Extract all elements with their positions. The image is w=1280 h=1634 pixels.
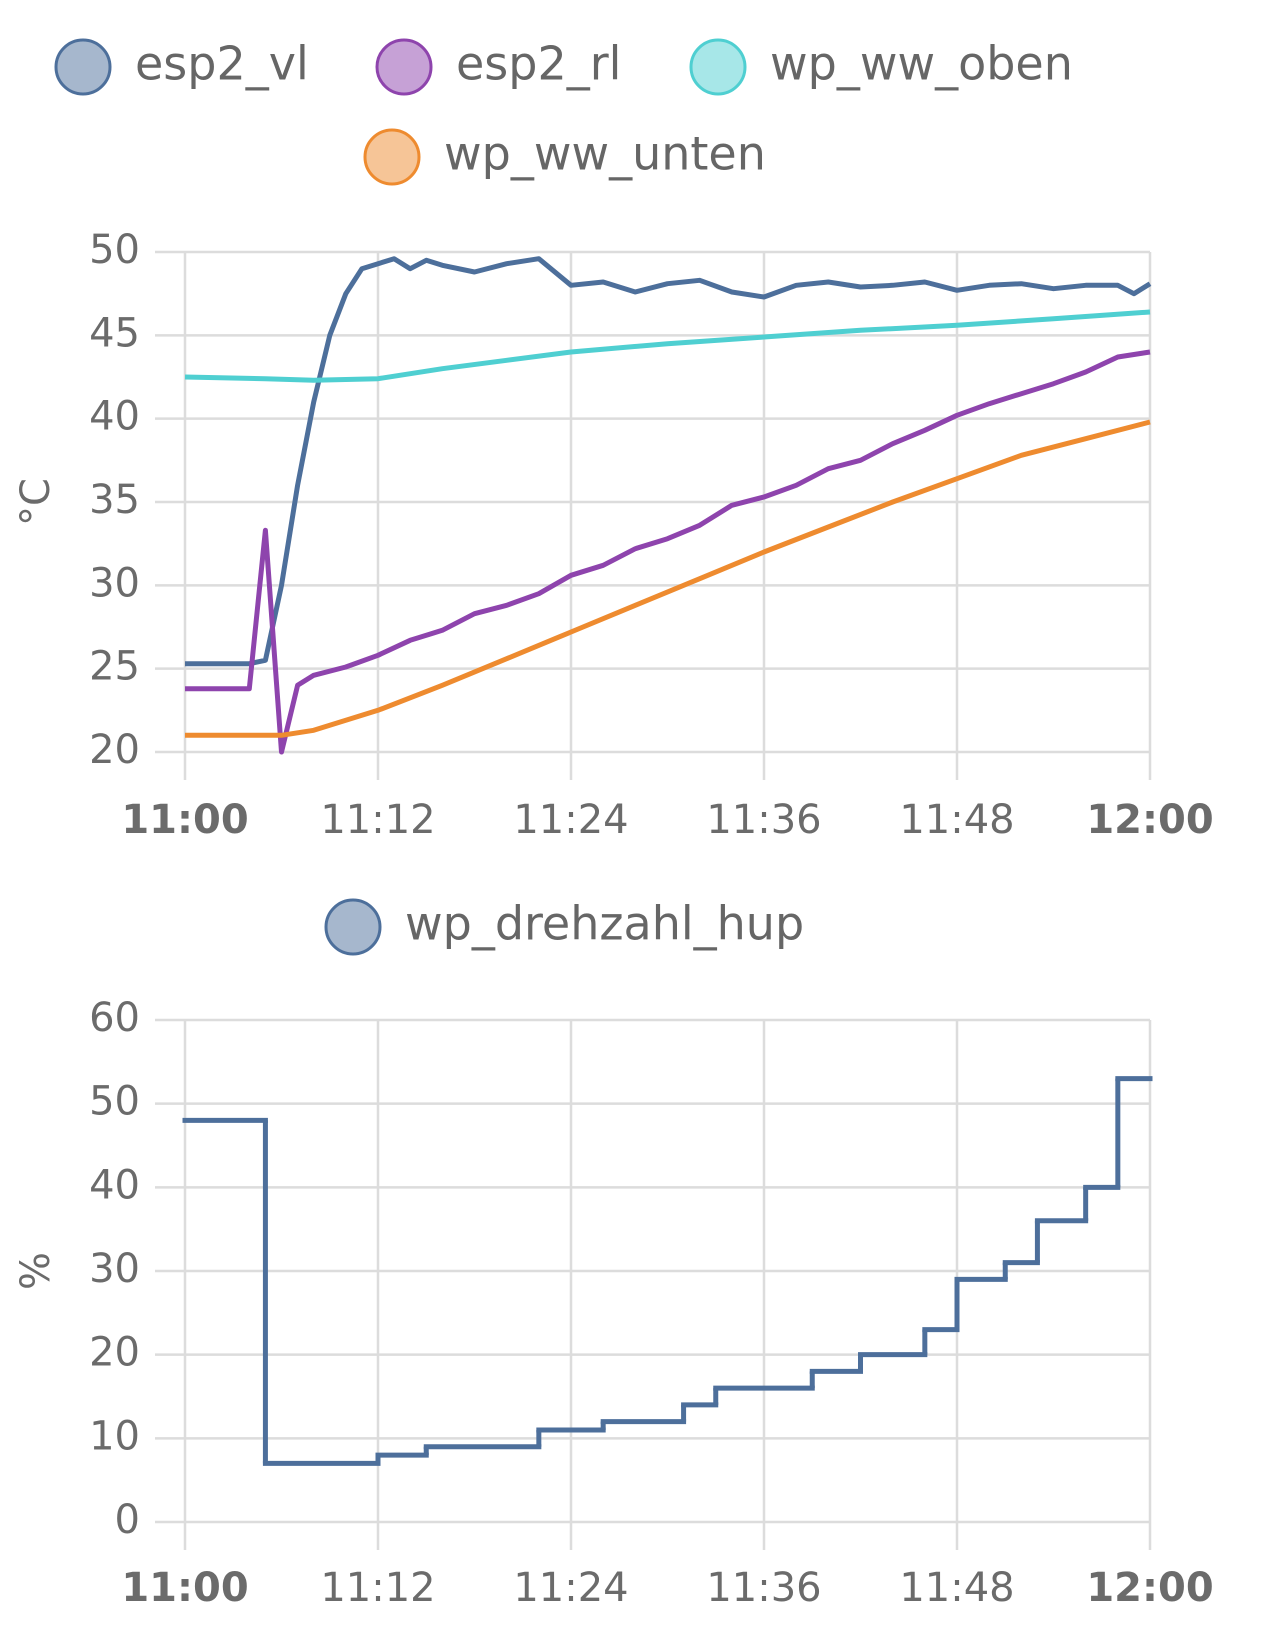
x-tick-label: 11:48 — [899, 1565, 1014, 1611]
y-tick-label: 30 — [89, 560, 140, 606]
x-tick-label: 11:24 — [513, 797, 628, 843]
legend-label: esp2_vl — [135, 37, 309, 91]
legend-label: wp_ww_unten — [444, 127, 766, 181]
y-tick-label: 10 — [89, 1413, 140, 1459]
x-tick-label: 11:00 — [121, 1565, 248, 1611]
y-tick-label: 20 — [89, 1330, 140, 1376]
y-tick-label: 45 — [89, 310, 140, 356]
y-tick-label: 50 — [89, 227, 140, 273]
x-tick-label: 11:36 — [706, 797, 821, 843]
y-tick-label: 25 — [89, 644, 140, 690]
legend-marker — [54, 38, 112, 96]
y-axis-label: % — [13, 1252, 59, 1290]
x-tick-label: 11:36 — [706, 1565, 821, 1611]
series-line — [185, 349, 1151, 755]
legend-label: esp2_rl — [456, 37, 621, 91]
legend-marker — [363, 128, 421, 186]
y-tick-label: 60 — [89, 995, 140, 1041]
series-line — [185, 419, 1151, 738]
x-tick-label: 11:24 — [513, 1565, 628, 1611]
x-tick-label: 12:00 — [1086, 1565, 1213, 1611]
series-line — [185, 256, 1152, 667]
x-tick-label: 11:00 — [121, 797, 248, 843]
y-tick-label: 40 — [89, 1162, 140, 1208]
y-tick-label: 40 — [89, 394, 140, 440]
x-tick-label: 11:12 — [320, 797, 435, 843]
x-tick-label: 11:48 — [899, 797, 1014, 843]
legend-marker — [375, 38, 433, 96]
y-tick-label: 35 — [89, 477, 140, 523]
y-axis-label: °C — [13, 478, 59, 526]
series-line — [184, 309, 1151, 383]
legend-label: wp_ww_oben — [770, 37, 1073, 91]
legend-label: wp_drehzahl_hup — [405, 897, 804, 951]
legend-marker — [324, 898, 382, 956]
y-tick-label: 20 — [89, 727, 140, 773]
x-tick-label: 12:00 — [1086, 797, 1213, 843]
legend-marker — [689, 38, 747, 96]
y-tick-label: 30 — [89, 1246, 140, 1292]
y-tick-label: 50 — [89, 1079, 140, 1125]
x-tick-label: 11:12 — [320, 1565, 435, 1611]
y-tick-label: 0 — [115, 1497, 140, 1543]
